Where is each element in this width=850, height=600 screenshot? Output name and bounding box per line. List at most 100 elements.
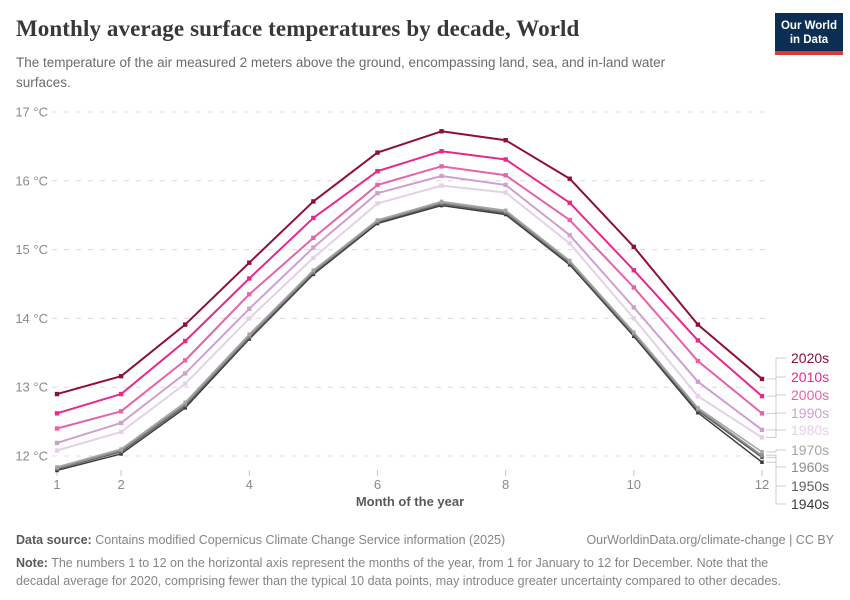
legend-label-1960s[interactable]: 1960s	[791, 459, 829, 475]
data-point	[375, 218, 380, 222]
owid-link[interactable]: OurWorldinData.org/climate-change | CC B…	[586, 533, 834, 547]
data-point	[183, 400, 187, 405]
legend-label-1950s[interactable]: 1950s	[791, 478, 829, 494]
data-point	[632, 330, 636, 334]
data-point	[54, 426, 60, 431]
data-point	[759, 435, 765, 440]
data-point	[375, 182, 380, 188]
series-line-2000s	[56, 165, 763, 430]
series-line-1950s	[56, 203, 763, 470]
series-1990s[interactable]	[54, 173, 765, 446]
data-point	[695, 358, 701, 364]
legend-label-2000s[interactable]: 2000s	[791, 387, 829, 403]
series-line-2020s	[56, 130, 763, 396]
data-point	[247, 260, 252, 265]
decade-temperature-line-chart: 12 °C13 °C14 °C15 °C16 °C17 °C1 2 4 6 8 10 12M…	[15, 105, 829, 513]
data-point	[311, 199, 316, 204]
data-point	[439, 199, 444, 204]
legend-label-1980s[interactable]: 1980s	[791, 422, 829, 438]
data-point	[247, 292, 252, 297]
x-axis-tick-label: 12	[755, 477, 769, 492]
data-point	[760, 450, 764, 454]
x-axis-title: Month of the year	[356, 494, 464, 509]
data-point	[567, 232, 572, 238]
legend-leader-line	[766, 449, 786, 453]
chart-subtitle: The temperature of the air measured 2 me…	[16, 55, 666, 90]
data-point	[695, 322, 701, 327]
data-point	[503, 138, 508, 143]
data-point	[311, 255, 316, 261]
chart-footer: Data source: Contains modified Copernicu…	[16, 531, 834, 590]
data-point	[247, 276, 252, 281]
data-point	[118, 409, 124, 414]
y-axis-tick-label: 15 °C	[15, 242, 48, 257]
data-point	[183, 402, 187, 407]
legend-label-1970s[interactable]: 1970s	[791, 442, 829, 458]
series-2000s[interactable]	[54, 164, 765, 431]
legend-label-1940s[interactable]: 1940s	[791, 496, 829, 512]
data-point	[439, 173, 444, 179]
data-point	[695, 379, 701, 384]
data-point	[631, 285, 637, 290]
data-point	[439, 129, 444, 134]
data-point	[631, 305, 637, 310]
x-axis-tick-label: 1	[53, 477, 60, 492]
data-point	[182, 358, 188, 363]
data-point	[759, 393, 765, 399]
y-axis-tick-label: 17 °C	[15, 105, 48, 120]
legend-leader-line	[766, 394, 786, 414]
data-point	[439, 183, 444, 188]
data-point	[567, 217, 572, 223]
data-point	[54, 448, 60, 453]
data-point	[567, 241, 572, 246]
data-point	[439, 149, 444, 154]
data-point	[54, 391, 60, 397]
data-point	[503, 190, 508, 195]
data-point	[760, 453, 764, 458]
data-point	[567, 200, 572, 206]
data-point	[182, 338, 188, 344]
legend-label-2020s[interactable]: 2020s	[791, 350, 829, 366]
series-line-1970s	[56, 200, 763, 468]
data-point	[311, 235, 316, 241]
data-point	[311, 215, 316, 221]
y-axis-tick-label: 12 °C	[15, 449, 48, 464]
legend-leader-line	[766, 412, 786, 431]
x-axis-tick-label: 4	[246, 477, 253, 492]
series-line-1960s	[56, 202, 763, 470]
series-2010s[interactable]	[54, 149, 765, 416]
legend-label-1990s[interactable]: 1990s	[791, 405, 829, 421]
data-point	[503, 157, 508, 162]
legend-label-2010s[interactable]: 2010s	[791, 369, 829, 385]
data-source-text: Data source: Contains modified Copernicu…	[16, 533, 506, 547]
y-axis-tick-label: 13 °C	[15, 380, 48, 395]
series-1950s[interactable]	[55, 202, 764, 471]
series-line-2010s	[56, 150, 763, 415]
data-point	[631, 244, 637, 250]
legend-leader-line	[766, 461, 786, 505]
chart-note: Note: The numbers 1 to 12 on the horizon…	[16, 556, 782, 588]
data-point	[631, 316, 637, 321]
data-point	[631, 268, 637, 273]
data-point	[439, 164, 444, 169]
data-point	[247, 316, 252, 321]
data-point	[375, 150, 380, 155]
series-line-1990s	[56, 174, 763, 444]
series-1970s[interactable]	[55, 199, 764, 469]
data-point	[118, 429, 124, 435]
owid-logo[interactable]: Our World in Data	[775, 13, 843, 55]
series-line-1980s	[56, 184, 763, 452]
legend-leader-line	[766, 357, 786, 380]
data-point	[759, 427, 765, 433]
data-point	[567, 176, 572, 181]
data-point	[247, 332, 252, 337]
data-point	[760, 460, 764, 464]
series-2020s[interactable]	[54, 129, 765, 397]
series-1980s[interactable]	[54, 183, 765, 453]
data-point	[375, 168, 380, 174]
x-axis-tick-label: 2	[117, 477, 124, 492]
data-point	[55, 465, 59, 469]
series-1940s[interactable]	[55, 203, 764, 473]
data-point	[759, 411, 765, 416]
